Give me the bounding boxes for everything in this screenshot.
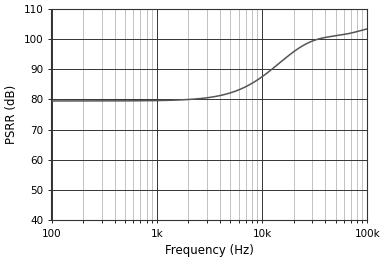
X-axis label: Frequency (Hz): Frequency (Hz) — [165, 244, 254, 257]
Y-axis label: PSRR (dB): PSRR (dB) — [5, 85, 18, 144]
